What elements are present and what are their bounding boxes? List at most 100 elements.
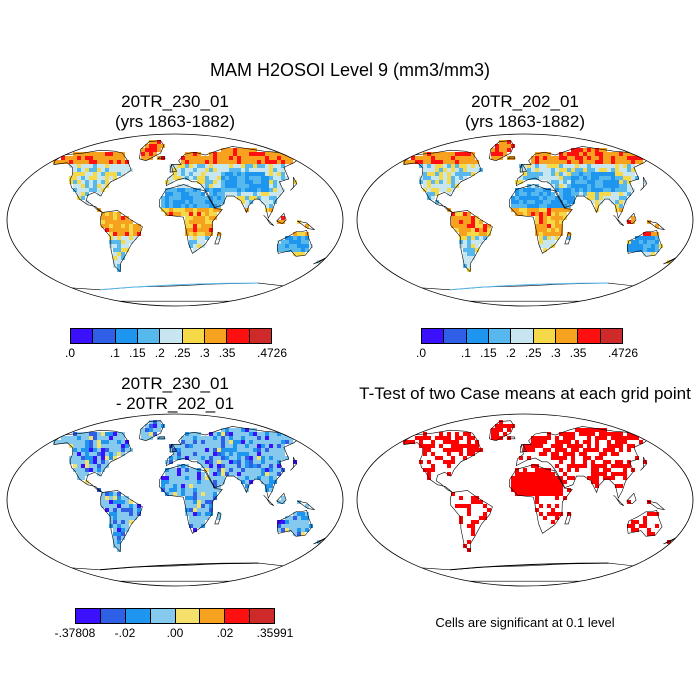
colorbar-tick-label: .35 <box>569 346 587 360</box>
coastline-antarctica <box>56 282 294 302</box>
colorbar-swatch <box>227 329 250 343</box>
map-panel-bottom-right <box>356 413 694 587</box>
land-cells <box>403 420 671 552</box>
colorbar-tick-label: .15 <box>128 346 146 360</box>
colorbar-swatch <box>93 329 116 343</box>
coastline-japan <box>290 176 298 191</box>
coastline-png <box>297 500 316 511</box>
coastline-australia <box>626 510 663 537</box>
coastline-iceland <box>507 436 516 440</box>
panel-title-line-2: (yrs 1863-1882) <box>464 112 585 131</box>
panel-title-bottom-right: T-Test of two Case means at each grid po… <box>350 384 700 404</box>
colorbar-swatch <box>182 329 205 343</box>
colorbar-tick-label: -.02 <box>114 626 136 640</box>
colorbar-tick-label: .1 <box>109 346 120 360</box>
coastline-iceland <box>507 156 516 160</box>
colorbar-top-right <box>421 328 623 344</box>
colorbar-tick-label: .15 <box>479 346 497 360</box>
colorbar-top-left <box>70 328 272 344</box>
coastline-madagascar <box>564 511 572 525</box>
colorbar-swatch <box>249 329 271 343</box>
coastline-australia <box>276 510 313 537</box>
colorbar-swatch <box>115 329 138 343</box>
colorbar-swatch <box>444 329 467 343</box>
colorbar-tick-label: .25 <box>173 346 191 360</box>
coastline-indo2 <box>276 492 287 505</box>
colorbar-tick-label: .2 <box>505 346 516 360</box>
colorbar-tick-label: .3 <box>199 346 210 360</box>
coastline-madagascar <box>214 231 222 245</box>
coastline-namerica <box>403 149 482 213</box>
coastline-japan <box>290 456 298 471</box>
colorbar-tick-label: .4726 <box>607 346 639 360</box>
panel-title-top-right: 20TR_202_01 (yrs 1863-1882) <box>350 92 700 132</box>
coastline-japan <box>640 456 648 471</box>
coastline-png <box>297 220 316 231</box>
coastline-namerica <box>403 429 482 493</box>
coastline-greenland <box>139 420 165 442</box>
colorbar-swatch <box>466 329 489 343</box>
coastline-indo2 <box>276 212 287 225</box>
panel-title-bottom-left: 20TR_230_01 - 20TR_202_01 <box>0 374 350 414</box>
globe-outline <box>356 413 694 587</box>
colorbar-tick-label: .2 <box>154 346 165 360</box>
coastline-iceland <box>157 436 166 440</box>
coastlines <box>403 420 679 582</box>
coastline-namerica <box>53 429 132 493</box>
coastline-png <box>647 500 666 511</box>
panel-title-top-left: 20TR_230_01 (yrs 1863-1882) <box>0 92 350 132</box>
colorbar-swatch <box>555 329 579 343</box>
coastline-indo2 <box>626 212 637 225</box>
coastline-eurasia <box>165 426 301 499</box>
colorbar-tick-label: .3 <box>550 346 561 360</box>
coastline-png <box>647 220 666 231</box>
colorbar-swatch <box>488 329 512 343</box>
colorbar-swatch <box>160 329 183 343</box>
colorbar-swatch <box>100 609 126 623</box>
panel-title-line-2: (yrs 1863-1882) <box>114 112 235 131</box>
colorbar-swatch <box>175 609 201 623</box>
coastline-uk <box>519 444 528 453</box>
colorbar-bottom-left <box>75 608 275 624</box>
coastline-samerica <box>99 490 143 553</box>
colorbar-swatch <box>76 609 101 623</box>
coastline-eurasia <box>515 426 651 499</box>
antarctica-coast <box>450 562 609 571</box>
coastline-eurasia <box>165 146 301 219</box>
coastline-australia <box>276 230 313 257</box>
colorbar-tick-label: .0 <box>64 346 76 360</box>
coastline-iceland <box>157 156 166 160</box>
globe-outline <box>356 133 694 307</box>
map-panel-top-right <box>356 133 694 307</box>
coastline-uk <box>519 164 528 173</box>
panel-title-line-1: T-Test of two Case means at each grid po… <box>359 384 691 403</box>
colorbar-tick-label: .02 <box>216 626 234 640</box>
land-cells <box>403 140 671 272</box>
coastline-indo1 <box>263 494 275 506</box>
coastline-samerica <box>99 210 143 273</box>
coastline-indo1 <box>613 494 625 506</box>
coastline-antarctica <box>56 562 294 582</box>
coastline-indo1 <box>263 214 275 226</box>
main-title: MAM H2OSOI Level 9 (mm3/mm3) <box>209 60 491 80</box>
colorbar-tick-label: .35 <box>218 346 236 360</box>
antarctica-coast <box>450 282 609 291</box>
colorbar-tick-label: .35991 <box>256 626 294 640</box>
coastline-africa <box>158 464 223 534</box>
panel-title-line-1: 20TR_202_01 <box>471 92 579 111</box>
coastline-greenland <box>489 420 515 442</box>
coastline-antarctica <box>406 562 644 582</box>
colorbar-swatch <box>125 609 151 623</box>
colorbar-tick-label: .4726 <box>256 346 288 360</box>
antarctica-coast <box>100 282 259 291</box>
globe-outline <box>6 133 344 307</box>
coastline-greenland <box>139 140 165 162</box>
coastline-eurasia <box>515 146 651 219</box>
colorbar-swatch <box>422 329 445 343</box>
map-panel-top-left <box>6 133 344 307</box>
coastline-australia <box>626 230 663 257</box>
colorbar-swatch <box>137 329 161 343</box>
colorbar-swatch <box>578 329 601 343</box>
coastline-indo1 <box>613 214 625 226</box>
colorbar-swatch <box>225 609 251 623</box>
